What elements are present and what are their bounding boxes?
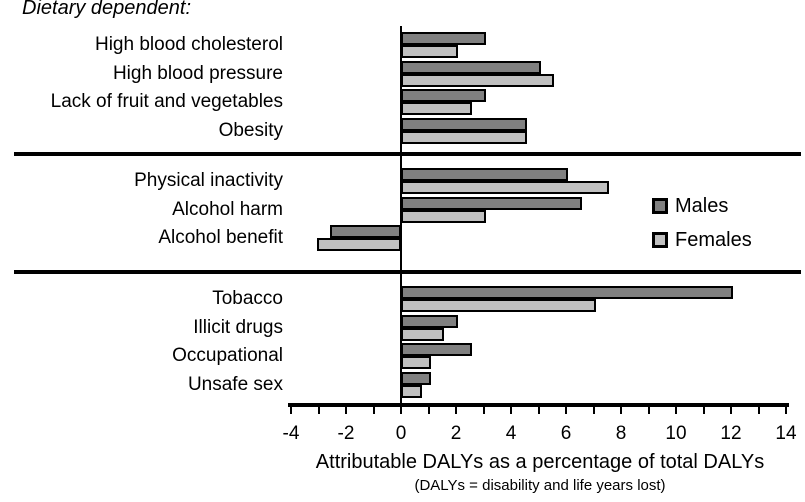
bar-females [401, 299, 596, 312]
bar-males [401, 60, 541, 74]
x-axis-tick [785, 407, 787, 414]
bar-females [401, 73, 555, 87]
bar-females [401, 209, 486, 223]
group-separator-line [14, 152, 801, 156]
category-label: Alcohol harm [172, 198, 283, 220]
x-axis-tick [537, 407, 540, 414]
bar-females [401, 102, 472, 115]
x-axis-tick [702, 407, 705, 414]
bar-males [401, 343, 472, 356]
x-axis-tick [620, 407, 622, 414]
category-label: High blood cholesterol [94, 34, 283, 55]
x-axis-tick [290, 407, 292, 414]
x-axis-tick [400, 407, 402, 414]
bar-males [401, 286, 733, 299]
x-axis-tick-label: 6 [560, 423, 572, 444]
x-axis-subtitle: (DALYs = disability and life years lost) [414, 477, 666, 494]
x-axis-title: Attributable DALYs as a percentage of to… [315, 451, 765, 473]
x-axis-tick-label: 10 [665, 423, 687, 444]
bar-females [401, 356, 431, 369]
x-axis-tick-label: 12 [720, 423, 742, 444]
legend-label-females: Females [675, 228, 752, 251]
x-axis-tick [482, 407, 485, 414]
x-axis-tick [372, 407, 375, 414]
bar-females [401, 327, 445, 341]
bar-females [401, 181, 610, 194]
bar-females [401, 130, 527, 144]
x-axis-tick-label: 8 [615, 423, 627, 444]
bar-males [401, 196, 582, 210]
chart-header-dietary-dependent: Dietary dependent: [22, 0, 192, 19]
bar-males [401, 117, 527, 131]
x-axis-tick [565, 407, 567, 414]
bar-females [316, 238, 401, 251]
category-label: Physical inactivity [134, 170, 283, 191]
category-label: Obesity [218, 119, 283, 141]
x-axis-tick [510, 407, 512, 414]
category-label: High blood pressure [112, 62, 283, 84]
category-label: Occupational [172, 345, 283, 366]
females-swatch-icon [652, 232, 668, 248]
category-label: Unsafe sex [187, 373, 283, 395]
bar-males [401, 32, 486, 45]
x-axis-tick-label: 2 [450, 423, 462, 444]
x-axis-tick [455, 407, 457, 414]
category-label: Tobacco [212, 288, 283, 309]
x-axis-tick [317, 407, 320, 414]
x-axis-tick [730, 407, 732, 414]
bar-males [330, 225, 401, 238]
x-axis-line [288, 403, 789, 407]
bar-males [401, 371, 431, 385]
x-axis-tick-label: 4 [505, 423, 517, 444]
bar-males [401, 314, 458, 328]
group-separator-line [14, 270, 801, 274]
x-axis-tick [647, 407, 650, 414]
bar-females [401, 384, 423, 398]
x-axis-tick [345, 407, 347, 414]
bar-males [401, 168, 568, 181]
x-axis-tick [757, 407, 760, 414]
males-swatch-icon [652, 198, 668, 214]
bar-males [401, 89, 486, 102]
bar-females [401, 45, 458, 58]
x-axis-tick-label: 0 [395, 423, 407, 444]
legend-item-males: Males [652, 194, 729, 217]
category-label: Illicit drugs [193, 316, 283, 338]
x-axis-tick [675, 407, 677, 414]
x-axis-tick-label: -4 [282, 423, 300, 444]
legend-item-females: Females [652, 228, 752, 251]
category-label: Alcohol benefit [158, 227, 283, 248]
x-axis-tick [592, 407, 595, 414]
category-label: Lack of fruit and vegetables [50, 91, 283, 112]
x-axis-tick [427, 407, 430, 414]
legend-label-males: Males [675, 194, 729, 217]
x-axis-tick-label: -2 [337, 423, 355, 444]
x-axis-tick-label: 14 [775, 423, 797, 444]
